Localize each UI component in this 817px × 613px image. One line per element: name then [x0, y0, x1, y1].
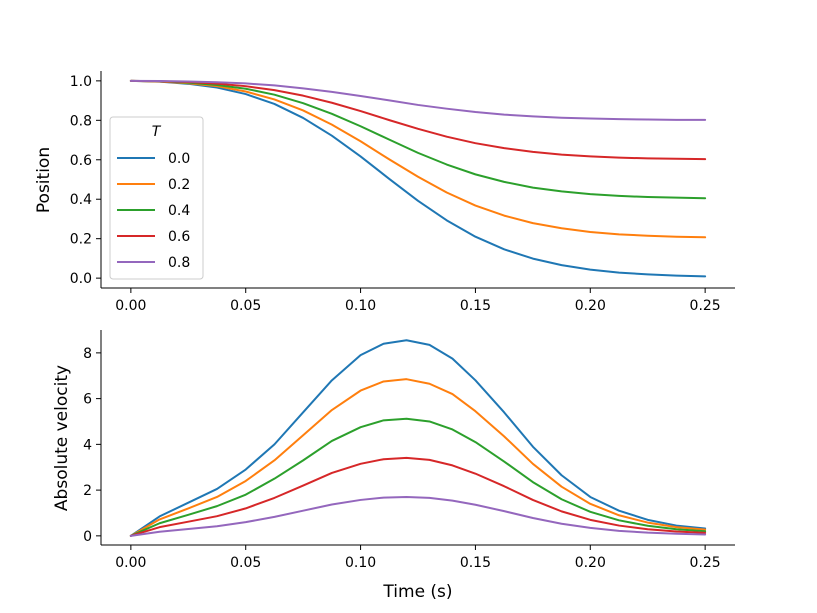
legend-label-T-0.8: 0.8 [168, 255, 190, 271]
velocity-y-tick-label: 6 [83, 392, 92, 408]
legend-title: T [152, 124, 162, 140]
legend: T 0.0 0.2 0.4 0.6 0.8 [109, 116, 204, 280]
legend-label-T-0.4: 0.4 [168, 203, 190, 219]
position-y-tick-label: 0.4 [70, 192, 92, 208]
velocity-x-tick-label: 0.10 [345, 555, 376, 571]
velocity-line-T-0.4 [129, 417, 707, 537]
position-y-tick-label: 0.0 [70, 271, 92, 287]
velocity-line-T-0.2 [129, 378, 707, 537]
legend-label-T-0.2: 0.2 [168, 177, 190, 193]
position-line-T-0.6 [129, 79, 707, 161]
position-y-tick-label: 1.0 [70, 74, 92, 90]
velocity-y-tick-label: 2 [83, 483, 92, 499]
legend-entries: 0.0 0.2 0.4 0.6 0.8 [117, 151, 190, 271]
position-line-T-0.0 [129, 79, 707, 278]
position-line-T-0.8 [129, 79, 707, 121]
position-x-tick-label: 0.25 [690, 298, 721, 314]
velocity-y-tick-label: 4 [83, 437, 92, 453]
velocity-ylabel: Absolute velocity [52, 365, 72, 511]
velocity-y-tick-label: 8 [83, 346, 92, 362]
position-x-tick-label: 0.20 [575, 298, 606, 314]
position-line-T-0.2 [129, 79, 707, 239]
position-y-tick-label: 0.8 [70, 113, 92, 129]
legend-label-T-0.0: 0.0 [168, 151, 190, 167]
position-x-tick-label: 0.10 [345, 298, 376, 314]
velocity-line-T-0.0 [129, 339, 707, 537]
position-x-tick-label: 0.00 [115, 298, 146, 314]
velocity-x-tick-label: 0.25 [690, 555, 721, 571]
position-ylabel: Position [34, 147, 54, 213]
velocity-x-tick-label: 0.00 [115, 555, 146, 571]
position-x-tick-label: 0.15 [460, 298, 491, 314]
velocity-lines [129, 339, 707, 537]
velocity-xlabel: Time (s) [382, 582, 452, 602]
legend-label-T-0.6: 0.6 [168, 229, 190, 245]
position-x-tick-label: 0.05 [230, 298, 261, 314]
velocity-y-tick-label: 0 [83, 529, 92, 545]
velocity-x-tick-label: 0.05 [230, 555, 261, 571]
position-y-ticks: 0.0 0.2 0.4 0.6 0.8 1.0 [70, 74, 101, 287]
position-axes: 0.00 0.05 0.10 0.15 0.20 0.25 0.0 0.2 0.4 0.6 0.8… [34, 71, 735, 314]
velocity-axes: 0.00 0.05 0.10 0.15 0.20 0.25 0 2 4 6 8 Absolute … [52, 330, 735, 602]
position-y-tick-label: 0.6 [70, 153, 92, 169]
velocity-x-tick-label: 0.15 [460, 555, 491, 571]
velocity-line-T-0.6 [129, 456, 707, 537]
velocity-x-tick-label: 0.20 [575, 555, 606, 571]
velocity-y-ticks: 0 2 4 6 8 [83, 346, 101, 545]
velocity-x-ticks: 0.00 0.05 0.10 0.15 0.20 0.25 [115, 545, 721, 571]
position-y-tick-label: 0.2 [70, 232, 92, 248]
position-x-ticks: 0.00 0.05 0.10 0.15 0.20 0.25 [115, 288, 721, 314]
position-line-T-0.4 [129, 79, 707, 200]
position-lines [129, 79, 707, 278]
velocity-line-T-0.8 [129, 495, 707, 537]
